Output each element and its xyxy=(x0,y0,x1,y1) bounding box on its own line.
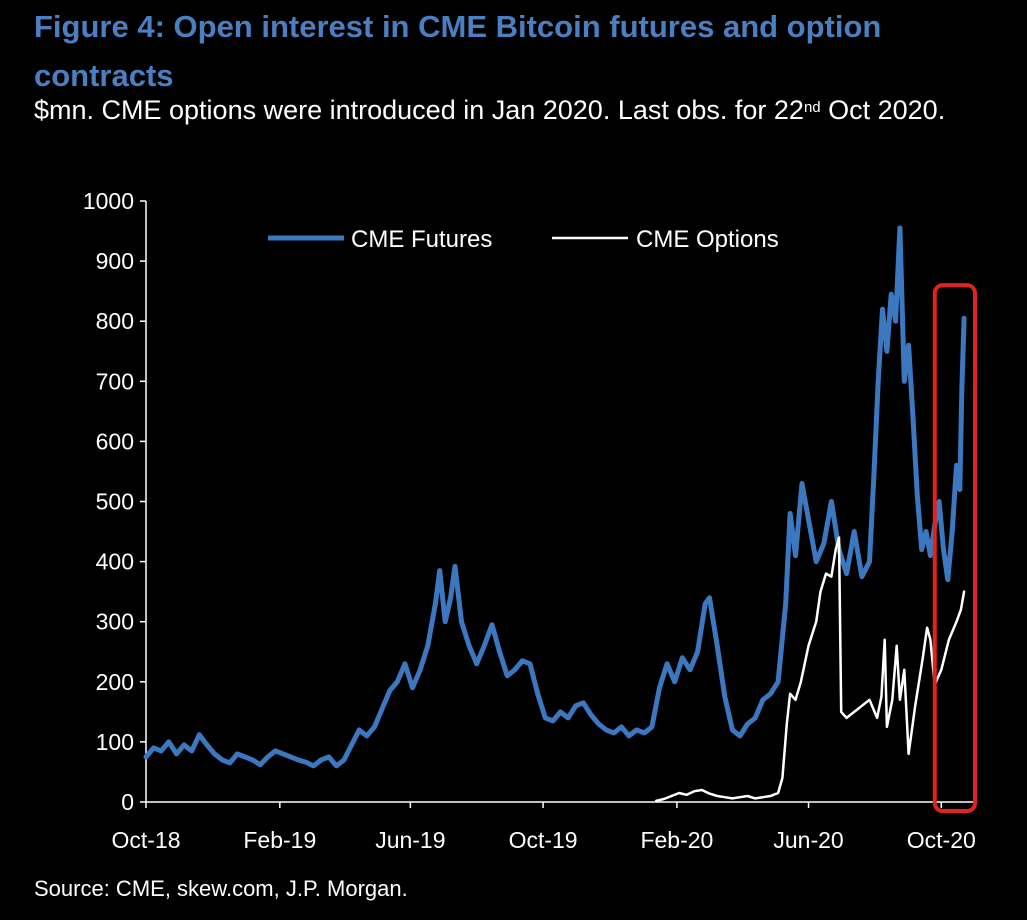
subtitle-text-end: Oct 2020. xyxy=(820,95,946,125)
x-tick-label: Oct-19 xyxy=(509,827,578,853)
y-tick-label: 900 xyxy=(96,248,134,274)
x-tick-label: Jun-20 xyxy=(773,827,843,853)
y-tick-label: 700 xyxy=(96,368,134,394)
x-tick-label: Feb-20 xyxy=(640,827,713,853)
series-group xyxy=(143,225,967,803)
y-tick-label: 600 xyxy=(96,428,134,454)
x-tick-label: Oct-20 xyxy=(907,827,976,853)
axes: 0 100 200 300 400 500 600 700 800 900 1000 Oct-18 Fe… xyxy=(83,188,976,853)
subtitle-text: $mn. CME options were introduced in Jan … xyxy=(34,95,804,125)
y-tick-label: 0 xyxy=(121,789,134,815)
y-tick-label: 300 xyxy=(96,609,134,635)
y-tick-label: 400 xyxy=(96,549,134,575)
legend-label-cme-options: CME Options xyxy=(636,226,779,253)
series-line-cme-futures xyxy=(143,225,967,769)
y-tick-label: 800 xyxy=(96,308,134,334)
subtitle-superscript: nd xyxy=(803,99,821,116)
annotations xyxy=(932,283,977,813)
y-tick-label: 500 xyxy=(96,489,134,515)
highlight-box xyxy=(932,283,977,813)
chart-subtitle: $mn. CME options were introduced in Jan … xyxy=(34,88,994,132)
y-tick-label: 100 xyxy=(96,729,134,755)
legend-label-cme-futures: CME Futures xyxy=(351,226,492,253)
x-tick-label: Oct-18 xyxy=(111,827,180,853)
legend: CME Futures CME Options xyxy=(268,226,779,253)
series-line-cme-options xyxy=(654,536,966,803)
y-tick-label: 1000 xyxy=(83,188,134,214)
y-tick-label: 200 xyxy=(96,669,134,695)
source-note: Source: CME, skew.com, J.P. Morgan. xyxy=(34,876,408,901)
x-tick-label: Jun-19 xyxy=(375,827,445,853)
chart-title: Figure 4: Open interest in CME Bitcoin f… xyxy=(34,9,882,93)
x-tick-label: Feb-19 xyxy=(243,827,316,853)
